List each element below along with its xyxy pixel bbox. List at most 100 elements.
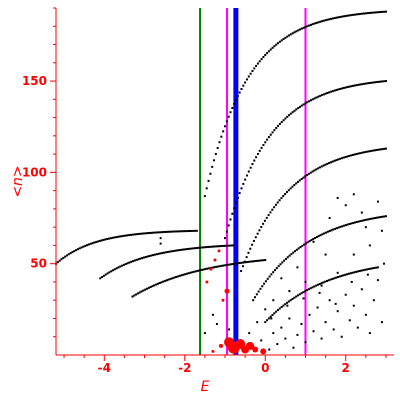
data-point <box>319 20 322 23</box>
highlight-point <box>217 249 221 253</box>
data-point <box>198 269 201 272</box>
data-point <box>364 12 367 15</box>
data-point <box>215 245 218 248</box>
data-point <box>370 81 373 84</box>
data-point <box>273 129 276 132</box>
data-point <box>262 56 265 59</box>
data-point <box>101 276 104 279</box>
data-point <box>259 287 262 290</box>
y-axis-title: <n> <box>10 165 26 197</box>
data-point <box>309 287 312 290</box>
data-point <box>344 86 347 89</box>
data-point <box>227 224 230 227</box>
data-point <box>353 84 356 87</box>
data-point <box>284 117 287 120</box>
data-point <box>207 267 210 270</box>
data-point <box>271 131 274 134</box>
data-point <box>313 97 316 100</box>
data-point <box>172 250 175 253</box>
data-point <box>140 290 143 293</box>
data-point <box>205 187 208 190</box>
data-point <box>293 109 296 112</box>
data-point <box>292 251 295 254</box>
data-point <box>222 264 225 267</box>
data-point <box>340 157 343 160</box>
data-point <box>270 273 273 276</box>
data-point <box>177 230 180 233</box>
data-point <box>197 246 200 249</box>
data-point <box>175 249 178 252</box>
data-point <box>344 224 347 227</box>
data-point <box>153 253 156 256</box>
data-point <box>292 346 295 349</box>
data-point <box>380 321 383 324</box>
data-point <box>189 271 192 274</box>
data-point <box>238 262 241 265</box>
data-point <box>352 221 355 224</box>
data-point <box>210 245 213 248</box>
data-point <box>164 279 167 282</box>
data-point <box>144 232 147 235</box>
data-point <box>179 248 182 251</box>
x-axis-title: E <box>201 379 210 395</box>
data-point <box>379 216 382 219</box>
data-point <box>159 242 162 245</box>
data-point <box>255 259 258 262</box>
data-point <box>167 278 170 281</box>
data-point <box>207 179 210 182</box>
data-point <box>320 284 323 287</box>
data-point <box>203 332 206 335</box>
data-point <box>352 193 355 196</box>
data-point <box>311 286 314 289</box>
data-point <box>312 240 315 243</box>
data-point <box>137 233 140 236</box>
data-point <box>179 230 182 233</box>
data-point <box>192 229 195 232</box>
data-point <box>251 243 254 246</box>
data-point <box>150 231 153 234</box>
data-point <box>367 268 370 271</box>
data-point <box>352 253 355 256</box>
data-point <box>235 262 238 265</box>
data-point <box>384 80 387 83</box>
data-point <box>175 276 178 279</box>
x-tick-label: 2 <box>342 361 350 375</box>
data-point <box>308 313 311 316</box>
data-point <box>173 276 176 279</box>
data-point <box>332 328 335 331</box>
data-point <box>342 15 345 18</box>
data-point <box>291 297 294 300</box>
data-point <box>304 290 307 293</box>
data-point <box>113 268 116 271</box>
data-point <box>306 25 309 28</box>
data-point <box>108 271 111 274</box>
data-point <box>293 31 296 34</box>
data-point <box>220 135 223 138</box>
data-point <box>364 150 367 153</box>
data-point <box>374 81 377 84</box>
data-point <box>331 17 334 20</box>
reference-lines <box>199 8 307 355</box>
data-point <box>320 20 323 23</box>
data-point <box>164 230 167 233</box>
data-point <box>304 280 307 283</box>
data-point <box>359 220 362 223</box>
data-point <box>229 111 232 114</box>
data-point <box>324 280 327 283</box>
data-point <box>377 216 380 219</box>
data-point <box>364 218 367 221</box>
data-point <box>379 80 382 83</box>
data-point <box>260 146 263 149</box>
data-point <box>302 103 305 106</box>
data-point <box>168 230 171 233</box>
data-point <box>333 17 336 20</box>
data-point <box>335 16 338 19</box>
data-point <box>224 244 227 247</box>
data-point <box>204 268 207 271</box>
data-point <box>350 85 353 88</box>
data-point <box>153 231 156 234</box>
data-point <box>364 82 367 85</box>
data-point <box>284 257 287 260</box>
data-point <box>306 289 309 292</box>
data-point <box>69 252 72 255</box>
